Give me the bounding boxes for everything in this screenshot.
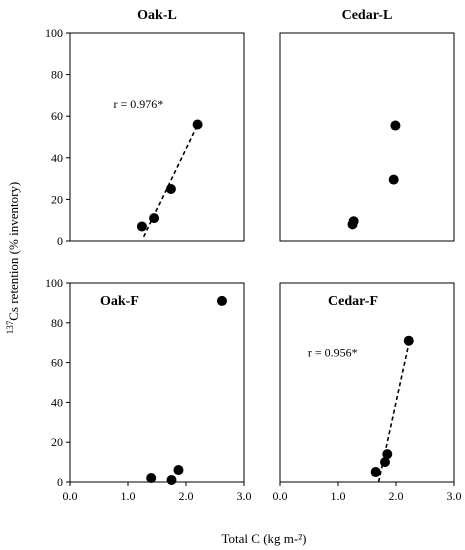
data-point bbox=[165, 184, 176, 194]
panel-frame-cedar-f bbox=[279, 282, 455, 483]
y-tick-label: 100 bbox=[45, 26, 63, 40]
y-tick-label: 60 bbox=[51, 356, 63, 370]
x-tick-label: 3.0 bbox=[447, 489, 462, 503]
panel-title-cedar-f: Cedar-F bbox=[328, 294, 378, 309]
data-point bbox=[192, 119, 203, 130]
panels-group: 0 20 40 60 80 100 Oak-L r = 0.976* Cedar-L 0 20 40 6… bbox=[45, 8, 462, 503]
x-axis-label: Total C (kg m-²) bbox=[222, 531, 307, 546]
y-tick-label: 100 bbox=[45, 276, 63, 290]
x-tick-label: 0.0 bbox=[273, 489, 288, 503]
data-point bbox=[403, 335, 414, 346]
data-point bbox=[348, 216, 359, 227]
y-axis-label-text: Cs retention (% inventory) bbox=[6, 182, 21, 321]
data-point bbox=[136, 221, 147, 232]
panel-frame-cedar-l bbox=[279, 32, 455, 242]
y-axis-label-superscript: 137 bbox=[5, 320, 15, 334]
y-tick-label: 20 bbox=[51, 192, 63, 206]
data-point bbox=[216, 295, 227, 306]
y-tick-label: 20 bbox=[51, 435, 63, 449]
panel-oak-l: 0 20 40 60 80 100 Oak-L r = 0.976* bbox=[45, 8, 245, 248]
panel-title-oak-l: Oak-L bbox=[137, 8, 177, 23]
correlation-annotation-cedar-f: r = 0.956* bbox=[308, 346, 358, 360]
y-tick-label: 0 bbox=[57, 475, 63, 489]
y-tick-label: 40 bbox=[51, 395, 63, 409]
panel-oak-f: 0 20 40 60 80 100 0.0 1.0 2.0 3.0 Oak-F bbox=[45, 276, 252, 503]
panel-title-cedar-l: Cedar-L bbox=[342, 8, 393, 23]
data-point bbox=[146, 473, 157, 484]
x-tick-label: 2.0 bbox=[389, 489, 404, 503]
data-point bbox=[388, 174, 399, 185]
x-tick-label: 3.0 bbox=[237, 489, 252, 503]
panel-frame-oak-f bbox=[69, 282, 245, 483]
data-point bbox=[382, 449, 393, 460]
y-tick-label: 60 bbox=[51, 109, 63, 123]
y-tick-label: 80 bbox=[51, 68, 63, 82]
data-point bbox=[173, 465, 184, 476]
panel-cedar-l: Cedar-L bbox=[279, 8, 455, 242]
x-tick-label: 1.0 bbox=[331, 489, 346, 503]
x-tick-label: 0.0 bbox=[63, 489, 78, 503]
y-tick-label: 80 bbox=[51, 316, 63, 330]
data-point bbox=[149, 213, 160, 224]
data-point bbox=[390, 120, 401, 131]
panel-cedar-f: 0.0 1.0 2.0 3.0 Cedar-F r = 0.956* bbox=[273, 282, 462, 503]
panel-title-oak-f: Oak-F bbox=[100, 294, 139, 309]
data-point bbox=[370, 467, 381, 478]
y-tick-label: 0 bbox=[57, 234, 63, 248]
y-axis-label: 137Cs retention (% inventory) bbox=[5, 182, 21, 335]
x-tick-label: 2.0 bbox=[179, 489, 194, 503]
data-point bbox=[379, 457, 390, 468]
panel-frame-oak-l bbox=[69, 32, 245, 242]
data-point bbox=[166, 475, 177, 486]
y-tick-label: 40 bbox=[51, 151, 63, 165]
x-tick-label: 1.0 bbox=[121, 489, 136, 503]
correlation-annotation-oak-l: r = 0.976* bbox=[114, 97, 164, 111]
